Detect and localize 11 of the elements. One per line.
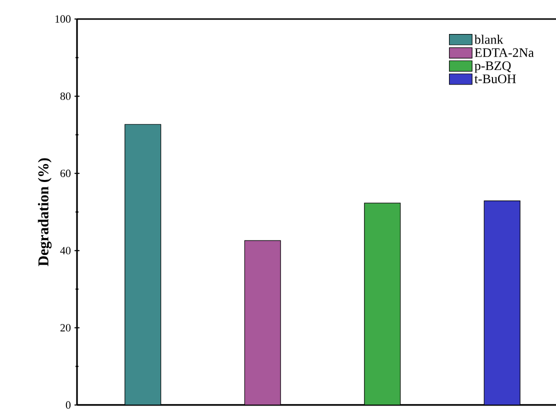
y-tick-label: 100 xyxy=(55,15,71,23)
y-axis-title: Degradation (%) xyxy=(38,158,52,266)
y-tick-label: 40 xyxy=(60,246,71,254)
legend-label: EDTA-2Na xyxy=(474,48,534,58)
y-tick-label: 0 xyxy=(66,401,71,409)
legend-label: blank xyxy=(474,34,504,44)
legend-label: t-BuOH xyxy=(474,74,516,84)
y-tick-label: 60 xyxy=(60,170,71,178)
legend-label: p-BZQ xyxy=(474,61,512,73)
y-tick-label: 20 xyxy=(60,324,71,332)
y-tick-label: 80 xyxy=(60,92,71,100)
